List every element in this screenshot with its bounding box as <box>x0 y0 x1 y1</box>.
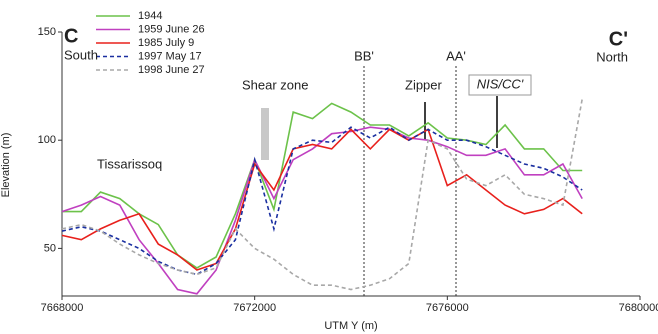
x-tick-label: 7668000 <box>41 302 84 314</box>
series-line <box>61 98 583 291</box>
annotation: Shear zone <box>242 77 309 92</box>
annotation: Tissarissoq <box>97 156 162 171</box>
x-tick-label: 7680000 <box>619 302 658 314</box>
series-line <box>61 128 583 271</box>
legend-label: 1959 June 26 <box>138 23 205 35</box>
x-tick-label: 7676000 <box>426 302 469 314</box>
y-tick-label: 50 <box>44 242 56 254</box>
series-line <box>61 126 583 295</box>
y-tick-label: 150 <box>38 26 56 38</box>
annotation: C' <box>609 28 628 50</box>
series-line <box>62 102 583 269</box>
annotation: North <box>596 49 628 64</box>
y-tick-label: 100 <box>38 134 56 146</box>
reference-label: AA' <box>446 48 466 63</box>
reference-label: BB' <box>354 48 374 63</box>
annotation: NIS/CC' <box>477 76 524 91</box>
legend-label: 1997 May 17 <box>138 50 202 62</box>
annotation: South <box>64 47 98 62</box>
legend-label: 1998 June 27 <box>138 64 205 76</box>
shear-zone-bar <box>261 108 269 160</box>
annotation: C <box>64 25 78 47</box>
label-box <box>468 74 532 96</box>
x-axis-label: UTM Y (m) <box>324 320 377 332</box>
series-line <box>61 126 583 276</box>
annotation: Zipper <box>405 77 443 92</box>
legend-label: 1944 <box>138 10 162 22</box>
y-axis-label: Elevation (m) <box>0 133 12 198</box>
x-tick-label: 7672000 <box>233 302 276 314</box>
legend-label: 1985 July 9 <box>138 37 194 49</box>
